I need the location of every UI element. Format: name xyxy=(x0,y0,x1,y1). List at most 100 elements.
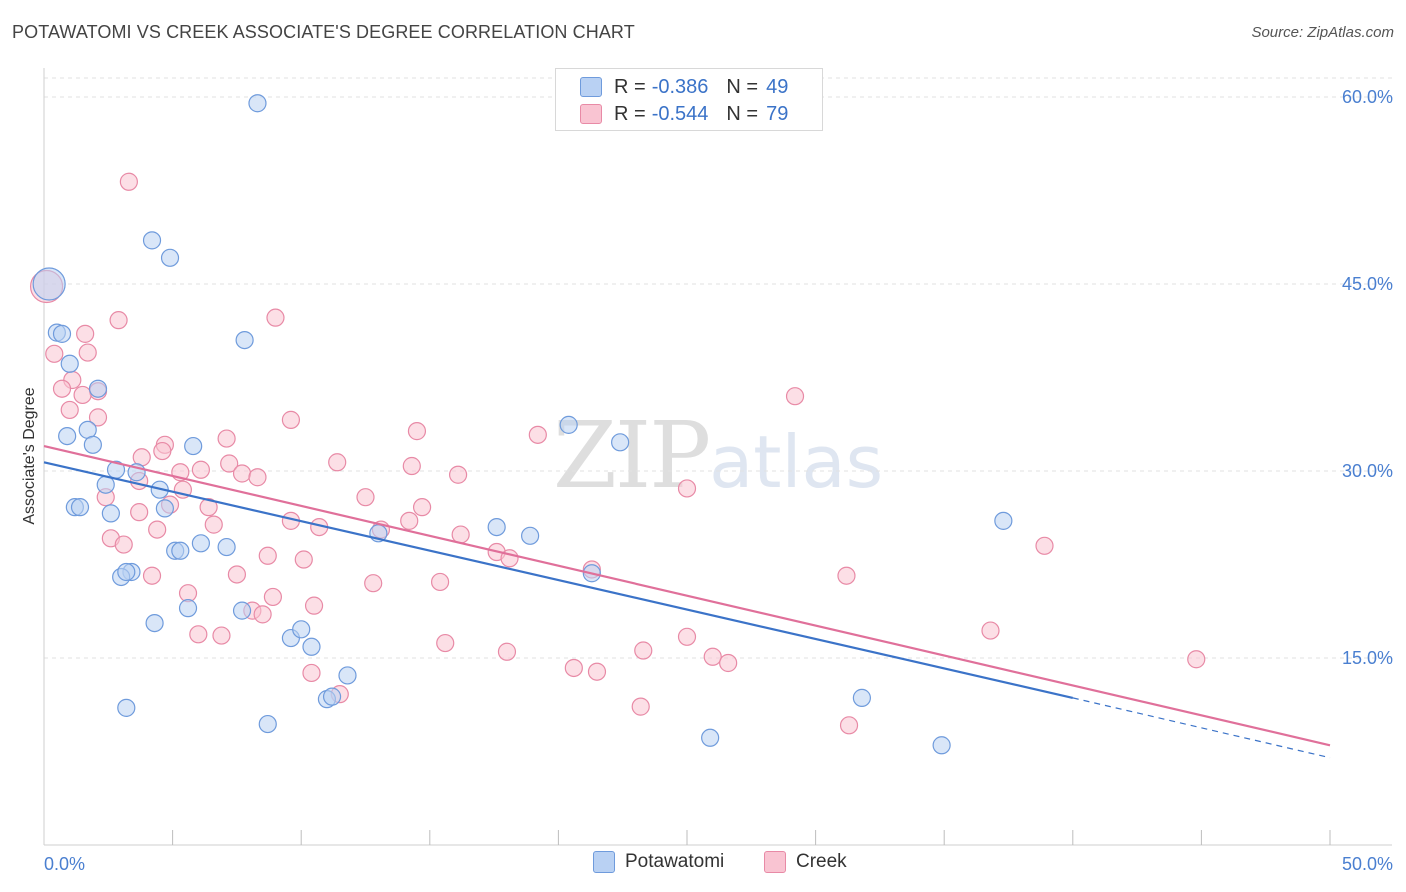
creek-point xyxy=(634,641,653,660)
potawatomi-point xyxy=(52,324,72,343)
creek-point xyxy=(407,422,427,441)
creek-point xyxy=(148,520,167,539)
creek-point xyxy=(402,456,421,476)
creek-point xyxy=(73,385,92,405)
creek-point xyxy=(45,344,64,363)
creek-point xyxy=(217,429,236,448)
x-tick-label: 50.0% xyxy=(1342,854,1393,874)
creek-point xyxy=(703,647,722,666)
potawatomi-point xyxy=(232,601,252,620)
creek-point xyxy=(1187,650,1206,669)
creek-point xyxy=(109,311,128,330)
creek-point xyxy=(400,511,419,530)
n-label: N = xyxy=(726,102,759,125)
potawatomi-swatch xyxy=(580,77,602,97)
creek-point xyxy=(328,453,347,472)
x-tick-label: 0.0% xyxy=(44,854,85,874)
creek-point xyxy=(294,550,313,569)
potawatomi-point xyxy=(160,248,180,267)
gridlines xyxy=(44,77,1392,659)
potawatomi-trend-extension xyxy=(1072,697,1331,759)
potawatomi-point xyxy=(58,426,77,446)
creek-point xyxy=(1035,536,1054,555)
trend-lines xyxy=(43,444,1331,759)
potawatomi-point xyxy=(191,534,210,553)
creek-point xyxy=(258,546,277,565)
potawatomi-point xyxy=(248,94,267,113)
creek-point xyxy=(430,572,450,592)
potawatomi-point xyxy=(83,435,102,454)
potawatomi-point xyxy=(155,499,174,518)
potawatomi-point xyxy=(88,379,108,398)
potawatomi-point xyxy=(701,728,720,747)
potawatomi-point xyxy=(60,354,79,373)
potawatomi-point xyxy=(338,666,357,685)
creek-point xyxy=(304,596,324,615)
chart-title: POTAWATOMI VS CREEK ASSOCIATE'S DEGREE C… xyxy=(12,22,635,42)
creek-point xyxy=(266,308,285,327)
creek-point xyxy=(189,625,208,644)
potawatomi-point xyxy=(302,637,321,656)
potawatomi-point xyxy=(142,231,162,250)
creek-legend-label: Creek xyxy=(796,851,847,872)
creek-point xyxy=(232,464,252,483)
creek-point xyxy=(364,574,383,593)
y-tick-label: 15.0% xyxy=(1342,648,1393,668)
creek-swatch xyxy=(580,104,602,124)
n-label: N = xyxy=(726,75,759,98)
n-value: 49 xyxy=(766,75,789,98)
creek-trend-line xyxy=(43,444,1331,747)
creek-point xyxy=(199,498,218,517)
creek-point xyxy=(212,626,231,645)
potawatomi-point xyxy=(145,613,164,633)
creek-points xyxy=(29,172,1206,735)
potawatomi-point xyxy=(101,504,120,523)
potawatomi-point xyxy=(611,433,630,452)
potawatomi-point xyxy=(292,620,311,639)
watermark-atlas: atlas xyxy=(709,420,884,504)
source-label: Source: ZipAtlas.com xyxy=(1251,24,1394,41)
creek-point xyxy=(719,653,738,673)
creek-point xyxy=(785,387,805,406)
potawatomi-point xyxy=(235,331,254,350)
legend-row-creek: R = -0.544 N = 79 xyxy=(580,101,788,127)
creek-point xyxy=(253,605,272,624)
creek-point xyxy=(677,479,697,498)
potawatomi-legend-swatch xyxy=(593,851,615,873)
creek-point xyxy=(52,379,72,398)
potawatomi-points xyxy=(32,94,1013,755)
creek-point xyxy=(587,662,607,681)
creek-point xyxy=(78,343,97,362)
potawatomi-point xyxy=(994,511,1013,530)
creek-point xyxy=(302,663,321,683)
r-label: R = xyxy=(614,75,646,98)
creek-point xyxy=(142,566,162,585)
creek-point xyxy=(677,627,697,646)
potawatomi-legend-label: Potawatomi xyxy=(625,851,725,872)
creek-point xyxy=(227,565,246,584)
creek-point xyxy=(88,408,108,427)
creek-point xyxy=(281,410,301,429)
legend-row-potawatomi: R = -0.386 N = 49 xyxy=(580,74,788,100)
creek-point xyxy=(153,441,172,461)
r-value: -0.386 xyxy=(651,75,709,98)
r-label: R = xyxy=(614,102,646,125)
creek-point xyxy=(191,460,210,479)
creek-point xyxy=(130,503,149,522)
bottom-legend-potawatomi: Potawatomi xyxy=(593,851,724,873)
potawatomi-point xyxy=(117,562,136,582)
creek-point xyxy=(248,468,267,487)
potawatomi-point xyxy=(487,517,506,537)
creek-point xyxy=(204,515,223,534)
potawatomi-point xyxy=(322,687,342,706)
creek-point xyxy=(528,425,547,444)
y-tick-label: 45.0% xyxy=(1342,274,1393,294)
creek-point xyxy=(356,488,375,507)
axes xyxy=(43,68,1392,846)
y-tick-label: 60.0% xyxy=(1342,87,1393,107)
potawatomi-point xyxy=(70,498,90,517)
bottom-legend-creek: Creek xyxy=(764,851,847,873)
creek-point xyxy=(839,716,859,735)
creek-point xyxy=(114,535,133,554)
